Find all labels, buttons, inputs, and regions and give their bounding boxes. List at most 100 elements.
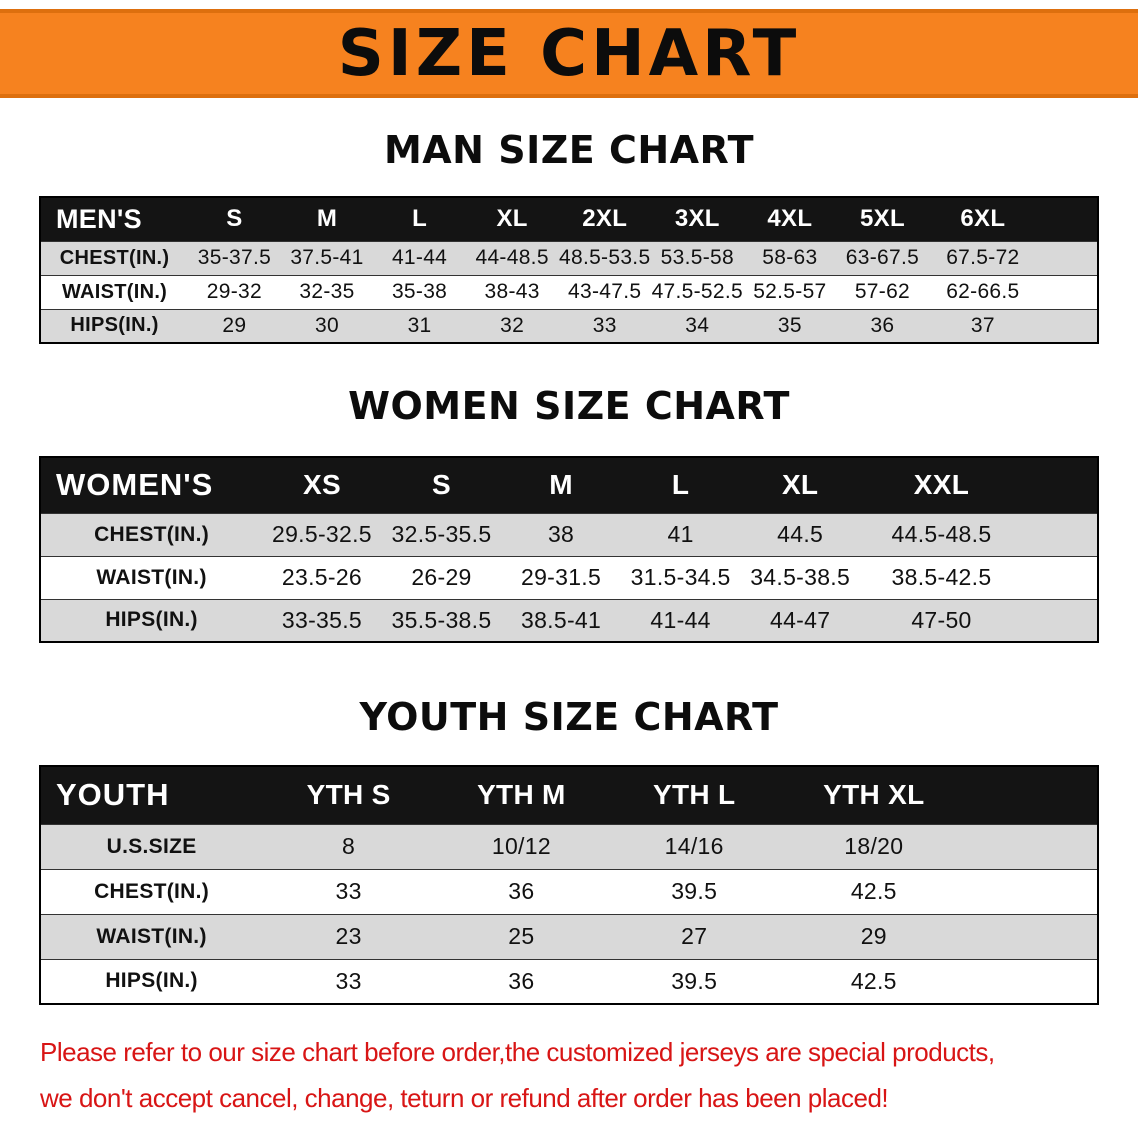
value-cell: 38-43 bbox=[465, 275, 559, 309]
value-cell: 38.5-41 bbox=[501, 599, 621, 642]
measurement-row: CHEST(IN.) 33 36 39.5 42.5 bbox=[40, 869, 1098, 914]
value-cell: 62-66.5 bbox=[928, 275, 1098, 309]
value-cell: 57-62 bbox=[836, 275, 929, 309]
value-cell: 32.5-35.5 bbox=[381, 513, 502, 556]
size-header-row: MEN'S S M L XL 2XL 3XL 4XL 5XL 6XL bbox=[40, 197, 1098, 241]
women-section: WOMEN SIZE CHART WOMEN'S XS S M L XL XXL CHEST(… bbox=[0, 384, 1138, 643]
size-label-cell: 5XL bbox=[836, 197, 929, 241]
value-cell: 27 bbox=[607, 914, 781, 959]
size-label-cell: 3XL bbox=[651, 197, 744, 241]
row-label-cell: U.S.SIZE bbox=[40, 824, 263, 869]
value-cell: 44.5-48.5 bbox=[859, 513, 1098, 556]
youth-size-table: YOUTH YTH S YTH M YTH L YTH XL U.S.SIZE 8 10/12… bbox=[39, 765, 1099, 1005]
value-cell: 33 bbox=[558, 309, 651, 343]
row-label-cell: CHEST(IN.) bbox=[40, 241, 189, 275]
row-label-cell: HIPS(IN.) bbox=[40, 599, 263, 642]
value-cell: 48.5-53.5 bbox=[558, 241, 651, 275]
men-section: MAN SIZE CHART MEN'S S M L XL 2XL 3XL 4XL 5XL 6XL… bbox=[0, 128, 1138, 344]
size-label-cell: S bbox=[188, 197, 281, 241]
value-cell: 29 bbox=[780, 914, 1098, 959]
value-cell: 47.5-52.5 bbox=[651, 275, 744, 309]
value-cell: 67.5-72 bbox=[928, 241, 1098, 275]
disclaimer: Please refer to our size chart before or… bbox=[0, 1029, 1138, 1121]
value-cell: 52.5-57 bbox=[743, 275, 837, 309]
youth-section: YOUTH SIZE CHART YOUTH YTH S YTH M YTH L YTH… bbox=[0, 695, 1138, 1005]
measurement-row: WAIST(IN.) 23.5-26 26-29 29-31.5 31.5-34.5 34… bbox=[40, 556, 1098, 599]
measurement-row: HIPS(IN.) 33-35.5 35.5-38.5 38.5-41 41-44 44-… bbox=[40, 599, 1098, 642]
value-cell: 29-32 bbox=[188, 275, 281, 309]
value-cell: 26-29 bbox=[381, 556, 502, 599]
value-cell: 53.5-58 bbox=[651, 241, 744, 275]
value-cell: 33 bbox=[262, 869, 435, 914]
size-label-cell: L bbox=[620, 457, 741, 513]
value-cell: 8 bbox=[262, 824, 435, 869]
value-cell: 44-47 bbox=[740, 599, 860, 642]
value-cell: 29 bbox=[188, 309, 281, 343]
row-label-cell: HIPS(IN.) bbox=[40, 959, 263, 1004]
size-label-cell: YTH M bbox=[434, 766, 608, 824]
value-cell: 31.5-34.5 bbox=[620, 556, 741, 599]
value-cell: 42.5 bbox=[780, 869, 1098, 914]
table-title-cell: YOUTH bbox=[40, 766, 263, 824]
size-label-cell: YTH L bbox=[607, 766, 781, 824]
value-cell: 35 bbox=[743, 309, 837, 343]
value-cell: 36 bbox=[836, 309, 929, 343]
size-label-cell: XL bbox=[465, 197, 559, 241]
size-chart-page: SIZE CHART MAN SIZE CHART MEN'S S M L XL 2XL 3… bbox=[0, 9, 1138, 1121]
size-label-cell: XL bbox=[740, 457, 860, 513]
value-cell: 30 bbox=[280, 309, 374, 343]
value-cell: 14/16 bbox=[607, 824, 781, 869]
measurement-row: HIPS(IN.) 29 30 31 32 33 34 35 36 37 bbox=[40, 309, 1098, 343]
men-section-heading: MAN SIZE CHART bbox=[383, 128, 755, 172]
size-label-cell: M bbox=[501, 457, 621, 513]
size-label-cell: XXL bbox=[859, 457, 1098, 513]
size-label-cell: YTH XL bbox=[780, 766, 1098, 824]
size-label-cell: YTH S bbox=[262, 766, 435, 824]
size-label-cell: S bbox=[381, 457, 502, 513]
value-cell: 44.5 bbox=[740, 513, 860, 556]
measurement-row: U.S.SIZE 8 10/12 14/16 18/20 bbox=[40, 824, 1098, 869]
value-cell: 44-48.5 bbox=[465, 241, 559, 275]
size-label-cell: 4XL bbox=[743, 197, 837, 241]
disclaimer-line-1: Please refer to our size chart before or… bbox=[40, 1037, 995, 1067]
value-cell: 37.5-41 bbox=[280, 241, 374, 275]
size-label-cell: L bbox=[373, 197, 466, 241]
value-cell: 23 bbox=[262, 914, 435, 959]
value-cell: 36 bbox=[434, 869, 608, 914]
measurement-row: WAIST(IN.) 23 25 27 29 bbox=[40, 914, 1098, 959]
size-header-row: YOUTH YTH S YTH M YTH L YTH XL bbox=[40, 766, 1098, 824]
value-cell: 33 bbox=[262, 959, 435, 1004]
value-cell: 41-44 bbox=[373, 241, 466, 275]
value-cell: 18/20 bbox=[780, 824, 1098, 869]
table-title-cell: MEN'S bbox=[40, 197, 189, 241]
women-section-heading: WOMEN SIZE CHART bbox=[348, 384, 790, 428]
value-cell: 10/12 bbox=[434, 824, 608, 869]
value-cell: 42.5 bbox=[780, 959, 1098, 1004]
value-cell: 25 bbox=[434, 914, 608, 959]
value-cell: 36 bbox=[434, 959, 608, 1004]
value-cell: 35-38 bbox=[373, 275, 466, 309]
row-label-cell: WAIST(IN.) bbox=[40, 275, 189, 309]
youth-section-heading: YOUTH SIZE CHART bbox=[359, 695, 779, 739]
value-cell: 41-44 bbox=[620, 599, 741, 642]
size-label-cell: XS bbox=[262, 457, 382, 513]
women-size-table: WOMEN'S XS S M L XL XXL CHEST(IN.) 29.5-32.5 32.5… bbox=[39, 456, 1099, 643]
value-cell: 39.5 bbox=[607, 869, 781, 914]
value-cell: 43-47.5 bbox=[558, 275, 651, 309]
value-cell: 33-35.5 bbox=[262, 599, 382, 642]
page-title: SIZE CHART bbox=[337, 16, 801, 91]
value-cell: 58-63 bbox=[743, 241, 837, 275]
row-label-cell: WAIST(IN.) bbox=[40, 914, 263, 959]
size-label-cell: 2XL bbox=[558, 197, 651, 241]
disclaimer-line-2: we don't accept cancel, change, teturn o… bbox=[40, 1083, 889, 1113]
size-label-cell: M bbox=[280, 197, 374, 241]
measurement-row: CHEST(IN.) 29.5-32.5 32.5-35.5 38 41 44.5 44.5… bbox=[40, 513, 1098, 556]
banner: SIZE CHART bbox=[0, 9, 1138, 98]
value-cell: 38 bbox=[501, 513, 621, 556]
value-cell: 35-37.5 bbox=[188, 241, 281, 275]
value-cell: 29.5-32.5 bbox=[262, 513, 382, 556]
men-size-table: MEN'S S M L XL 2XL 3XL 4XL 5XL 6XL CHEST(IN.) 35-37… bbox=[39, 196, 1099, 344]
value-cell: 63-67.5 bbox=[836, 241, 929, 275]
value-cell: 34.5-38.5 bbox=[740, 556, 860, 599]
value-cell: 35.5-38.5 bbox=[381, 599, 502, 642]
